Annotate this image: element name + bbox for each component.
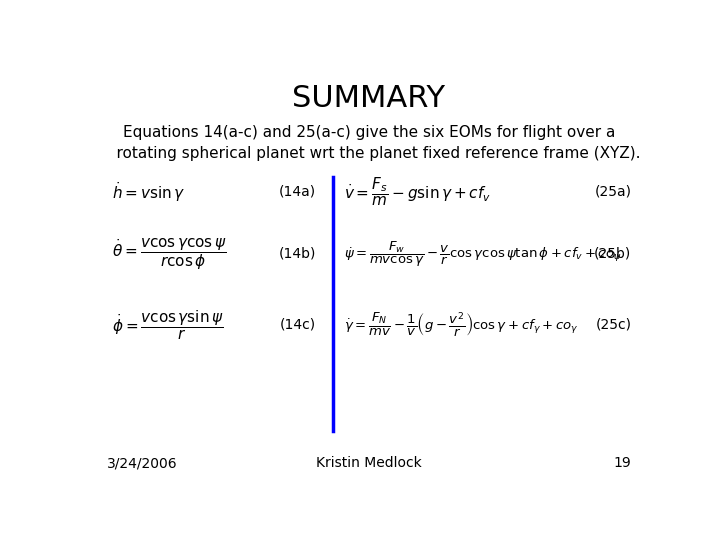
Text: $\dot{\theta} = \dfrac{v\cos\gamma\cos\psi}{r\cos\phi}$: $\dot{\theta} = \dfrac{v\cos\gamma\cos\p… xyxy=(112,236,227,272)
Text: 19: 19 xyxy=(613,456,631,470)
Text: (25b): (25b) xyxy=(594,247,631,261)
Text: Equations 14(a-c) and 25(a-c) give the six EOMs for flight over a: Equations 14(a-c) and 25(a-c) give the s… xyxy=(123,125,615,140)
Text: (14b): (14b) xyxy=(279,247,316,261)
Text: (25a): (25a) xyxy=(594,185,631,199)
Text: (14a): (14a) xyxy=(279,185,316,199)
Text: (25c): (25c) xyxy=(595,318,631,332)
Text: rotating spherical planet wrt the planet fixed reference frame (XYZ).: rotating spherical planet wrt the planet… xyxy=(97,146,641,161)
Text: $\dot{\gamma} = \dfrac{F_N}{mv} - \dfrac{1}{v}\left(g - \dfrac{v^2}{r}\right)\co: $\dot{\gamma} = \dfrac{F_N}{mv} - \dfrac… xyxy=(344,310,578,339)
Text: Kristin Medlock: Kristin Medlock xyxy=(316,456,422,470)
Text: $\dot{h} = v\sin\gamma$: $\dot{h} = v\sin\gamma$ xyxy=(112,180,186,204)
Text: (14c): (14c) xyxy=(280,318,316,332)
Text: 3/24/2006: 3/24/2006 xyxy=(107,456,177,470)
Text: $\dot{\psi} = \dfrac{F_w}{mv\cos\gamma} - \dfrac{v}{r}\cos\gamma\cos\psi\tan\phi: $\dot{\psi} = \dfrac{F_w}{mv\cos\gamma} … xyxy=(344,239,621,268)
Text: SUMMARY: SUMMARY xyxy=(292,84,446,112)
Text: $\dot{\phi} = \dfrac{v\cos\gamma\sin\psi}{r}$: $\dot{\phi} = \dfrac{v\cos\gamma\sin\psi… xyxy=(112,308,224,342)
Text: $\dot{v} = \dfrac{F_s}{m} - g\sin\gamma + cf_v$: $\dot{v} = \dfrac{F_s}{m} - g\sin\gamma … xyxy=(344,176,491,208)
